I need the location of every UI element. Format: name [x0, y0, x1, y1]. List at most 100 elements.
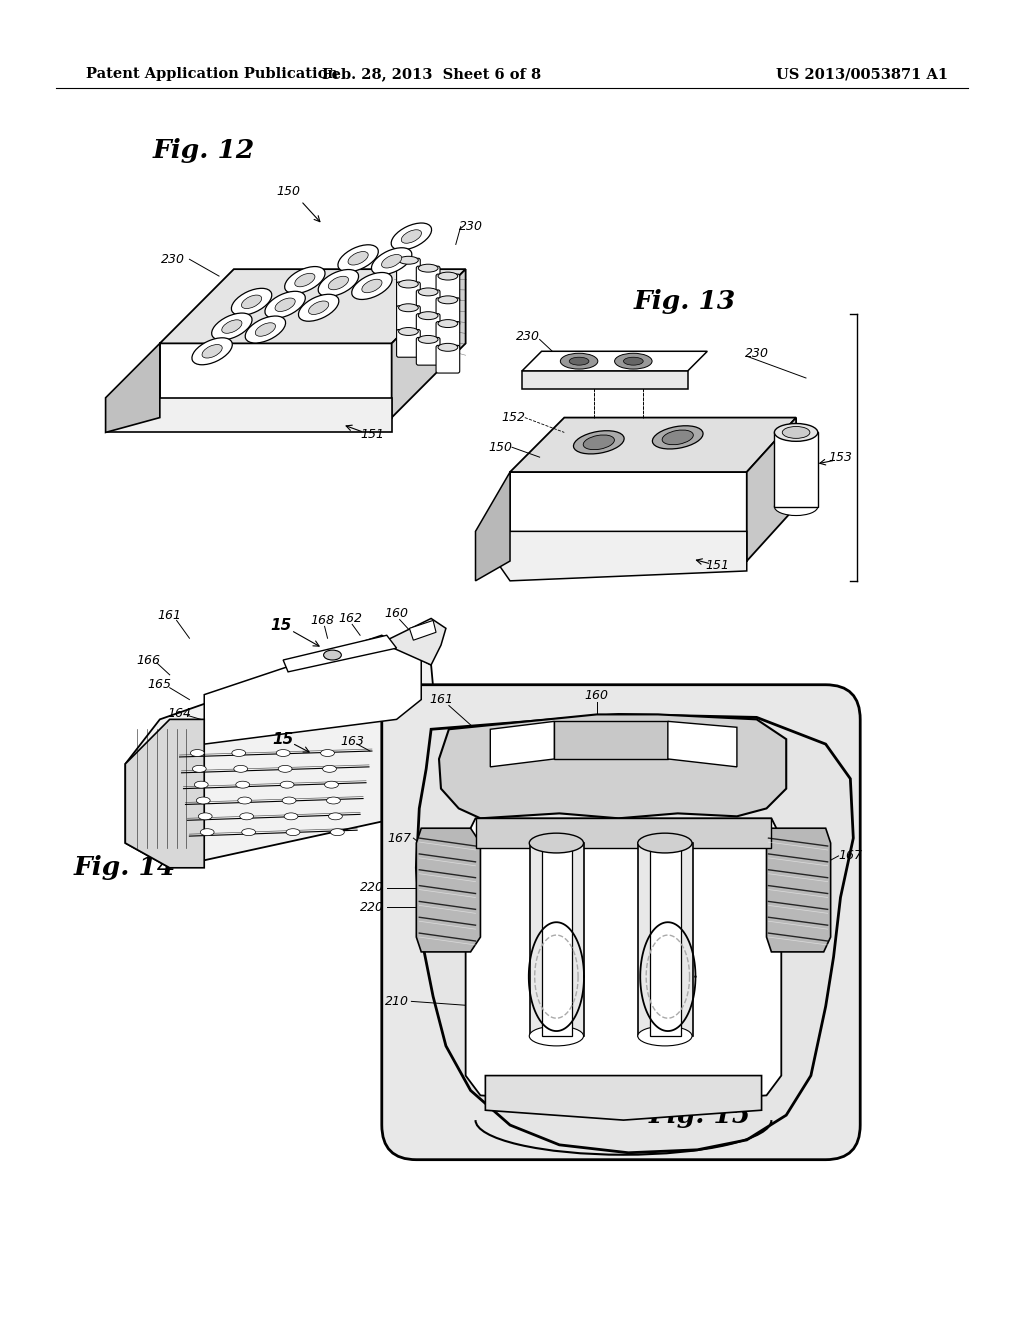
Ellipse shape	[782, 426, 810, 438]
Text: US 2013/0053871 A1: US 2013/0053871 A1	[776, 67, 948, 82]
Ellipse shape	[197, 797, 210, 804]
Ellipse shape	[398, 280, 418, 288]
Ellipse shape	[401, 230, 422, 243]
Ellipse shape	[382, 255, 401, 268]
FancyBboxPatch shape	[417, 314, 440, 342]
Text: 161: 161	[429, 693, 453, 706]
Ellipse shape	[638, 1026, 692, 1045]
Ellipse shape	[222, 319, 242, 333]
Ellipse shape	[652, 426, 703, 449]
Ellipse shape	[331, 829, 344, 836]
FancyBboxPatch shape	[396, 282, 420, 310]
FancyBboxPatch shape	[436, 322, 460, 350]
Ellipse shape	[638, 833, 692, 853]
Text: 150: 150	[488, 441, 512, 454]
Polygon shape	[554, 721, 668, 759]
Text: Fig. 14: Fig. 14	[74, 855, 176, 880]
Polygon shape	[105, 397, 391, 433]
Ellipse shape	[195, 781, 208, 788]
FancyBboxPatch shape	[382, 685, 860, 1160]
Text: 151: 151	[359, 428, 384, 441]
Text: 230: 230	[516, 330, 540, 343]
Polygon shape	[439, 714, 786, 818]
Text: Patent Application Publication: Patent Application Publication	[86, 67, 338, 82]
Polygon shape	[522, 371, 687, 389]
Ellipse shape	[529, 833, 584, 853]
Ellipse shape	[351, 272, 392, 300]
FancyBboxPatch shape	[436, 298, 460, 326]
Text: 220: 220	[359, 880, 384, 894]
Polygon shape	[125, 640, 436, 867]
Polygon shape	[542, 843, 572, 1036]
Polygon shape	[767, 828, 830, 952]
Ellipse shape	[236, 781, 250, 788]
Polygon shape	[510, 417, 796, 473]
Ellipse shape	[573, 430, 625, 454]
Ellipse shape	[569, 358, 589, 366]
FancyBboxPatch shape	[436, 346, 460, 374]
Text: 161: 161	[158, 609, 181, 622]
Text: Fig. 12: Fig. 12	[153, 137, 255, 162]
Text: 230: 230	[744, 347, 769, 360]
Ellipse shape	[774, 424, 818, 441]
Ellipse shape	[281, 781, 294, 788]
Polygon shape	[746, 417, 796, 561]
Ellipse shape	[242, 829, 256, 836]
Text: 230: 230	[161, 252, 184, 265]
Polygon shape	[475, 818, 771, 847]
Polygon shape	[529, 843, 584, 1036]
Polygon shape	[417, 828, 480, 952]
Ellipse shape	[398, 304, 418, 312]
Ellipse shape	[624, 358, 643, 366]
Ellipse shape	[663, 430, 693, 445]
Ellipse shape	[418, 335, 438, 343]
Text: 163: 163	[340, 735, 365, 747]
Ellipse shape	[202, 345, 222, 358]
Text: 165: 165	[147, 678, 172, 692]
Ellipse shape	[438, 296, 458, 304]
Ellipse shape	[255, 323, 275, 337]
Text: 167: 167	[387, 832, 412, 845]
Ellipse shape	[418, 264, 438, 272]
Ellipse shape	[372, 248, 412, 275]
Polygon shape	[774, 433, 818, 507]
Polygon shape	[638, 843, 692, 1036]
Text: 168: 168	[310, 614, 335, 627]
Polygon shape	[105, 343, 160, 433]
Ellipse shape	[418, 312, 438, 319]
Ellipse shape	[231, 750, 246, 756]
Ellipse shape	[298, 294, 339, 321]
Ellipse shape	[201, 829, 214, 836]
Text: 150: 150	[276, 186, 300, 198]
Ellipse shape	[242, 296, 262, 309]
Polygon shape	[391, 269, 466, 417]
Ellipse shape	[308, 301, 329, 314]
Polygon shape	[510, 473, 746, 561]
Polygon shape	[204, 635, 421, 744]
Ellipse shape	[193, 766, 206, 772]
Text: 230: 230	[459, 220, 482, 234]
Text: 160: 160	[585, 689, 609, 702]
Polygon shape	[650, 843, 681, 1036]
Polygon shape	[475, 473, 510, 581]
Text: 153: 153	[828, 450, 853, 463]
Ellipse shape	[212, 313, 252, 341]
Ellipse shape	[327, 797, 340, 804]
Polygon shape	[125, 719, 204, 867]
Text: 164: 164	[168, 708, 191, 719]
Ellipse shape	[283, 797, 296, 804]
Text: 166: 166	[136, 653, 160, 667]
Text: 151: 151	[706, 560, 729, 573]
Ellipse shape	[276, 750, 290, 756]
Ellipse shape	[318, 269, 358, 297]
Ellipse shape	[438, 319, 458, 327]
Polygon shape	[490, 721, 554, 767]
Text: 152: 152	[501, 411, 525, 424]
Polygon shape	[284, 635, 396, 672]
Ellipse shape	[418, 288, 438, 296]
Ellipse shape	[614, 354, 652, 370]
Text: 210: 210	[385, 995, 409, 1008]
Ellipse shape	[240, 813, 254, 820]
FancyBboxPatch shape	[417, 267, 440, 294]
FancyBboxPatch shape	[436, 275, 460, 302]
